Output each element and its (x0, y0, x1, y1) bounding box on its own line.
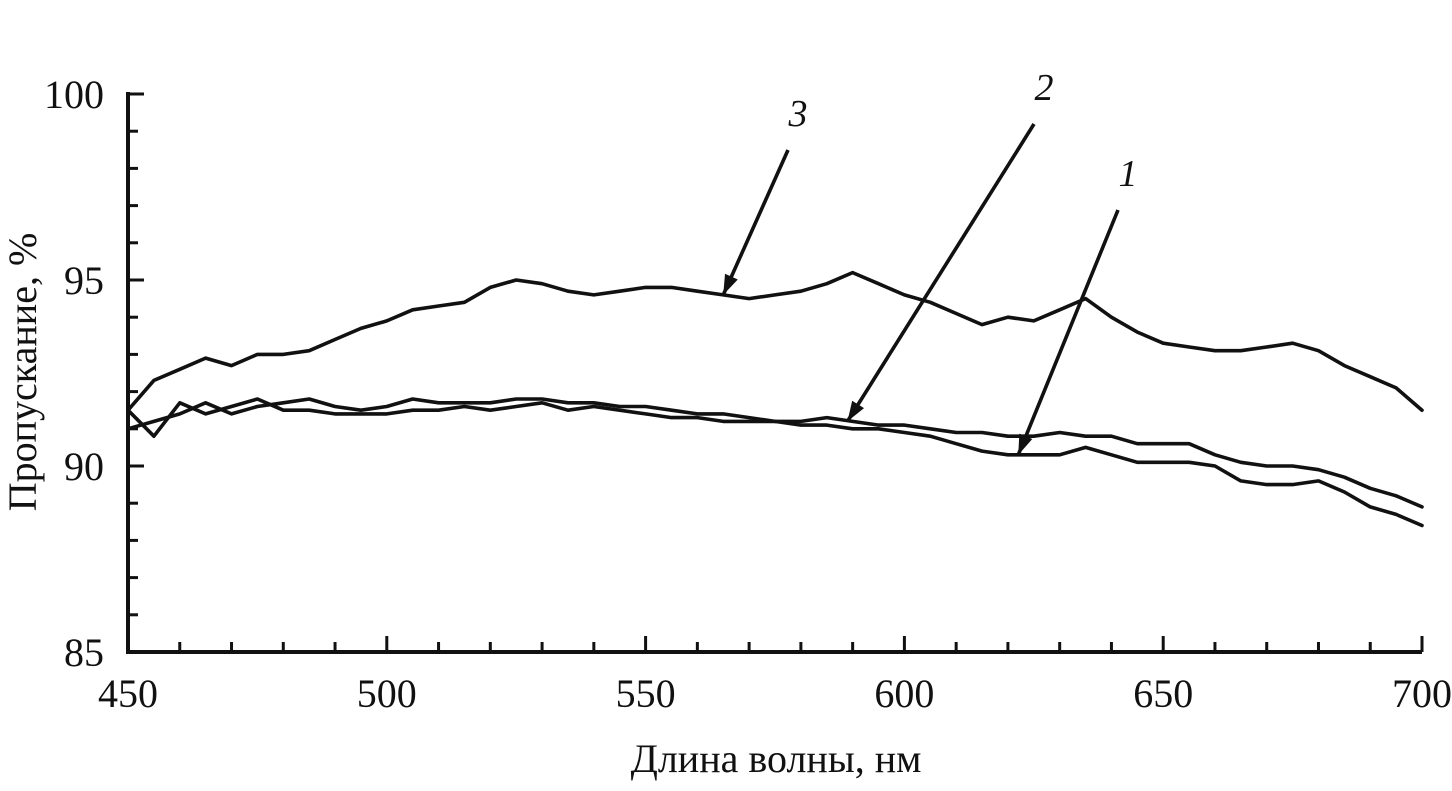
series-line-2 (126, 397, 1424, 509)
x-tick-label: 650 (1133, 671, 1193, 716)
annotations: 1 2 3 (721, 67, 1138, 456)
chart-axes: 450 500 550 600 650 700 85 90 95 100 (44, 72, 1452, 716)
annotation-arrow-2 (845, 123, 1036, 423)
x-tick-label: 600 (874, 671, 934, 716)
x-axis-label: Длина волны, нм (631, 736, 922, 781)
x-tick-label: 500 (357, 671, 417, 716)
series-label-3: 3 (788, 93, 808, 135)
annotation-arrow-3 (721, 149, 790, 296)
y-tick-label: 100 (44, 72, 104, 117)
y-tick-label: 95 (64, 258, 104, 303)
y-tick-label: 90 (64, 444, 104, 489)
annotation-arrowhead-3 (723, 273, 738, 295)
x-tick-label: 700 (1392, 671, 1452, 716)
series-label-1: 1 (1119, 153, 1138, 195)
x-tick-label: 450 (98, 671, 158, 716)
series-line-1 (126, 397, 1424, 528)
y-axis-label: Пропускание, % (0, 233, 45, 512)
series-group (126, 270, 1424, 528)
x-tick-label: 550 (616, 671, 676, 716)
annotation-arrowhead-2 (847, 400, 865, 422)
annotation-arrowhead-1 (1018, 433, 1033, 455)
series-label-2: 2 (1035, 67, 1054, 109)
annotation-arrow-1 (1016, 209, 1120, 456)
y-tick-label: 85 (64, 630, 104, 675)
series-line-3 (126, 270, 1424, 412)
